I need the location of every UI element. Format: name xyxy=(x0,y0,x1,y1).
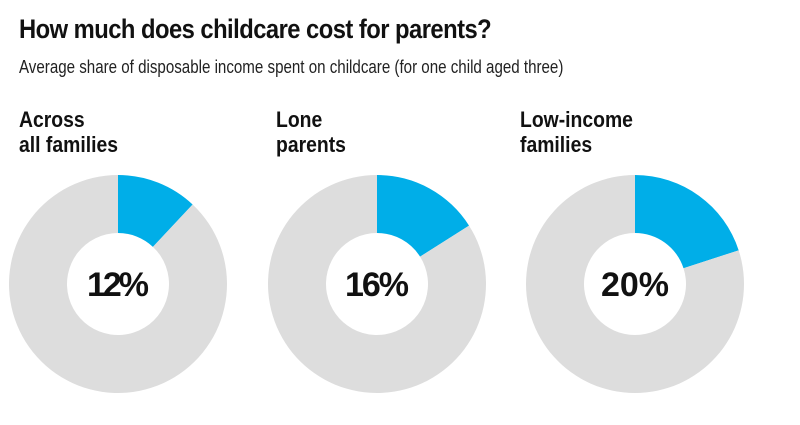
donut-all-families xyxy=(8,175,227,393)
donut-lone-parents xyxy=(267,175,486,393)
donut-label-low-income: Low-income families xyxy=(520,107,633,157)
donut-slice-remainder-low-income xyxy=(525,175,744,393)
value-label-lone-parents: 16% xyxy=(345,266,409,304)
chart-title: How much does childcare cost for parents… xyxy=(19,14,492,44)
chart-subtitle: Average share of disposable income spent… xyxy=(19,57,564,77)
donut-slice-childcare-low-income xyxy=(635,175,739,269)
value-label-all-families: 12% xyxy=(87,266,149,304)
value-label-low-income: 20% xyxy=(601,266,669,304)
donut-slice-remainder-all-families xyxy=(8,175,227,393)
donut-slice-childcare-lone-parents xyxy=(377,175,470,257)
donut-label-lone-parents: Lone parents xyxy=(276,107,346,157)
donut-slice-remainder-lone-parents xyxy=(267,175,486,393)
donut-slice-childcare-all-families xyxy=(118,175,193,247)
donut-label-all-families: Across all families xyxy=(19,107,119,157)
donut-low-income xyxy=(525,175,744,393)
